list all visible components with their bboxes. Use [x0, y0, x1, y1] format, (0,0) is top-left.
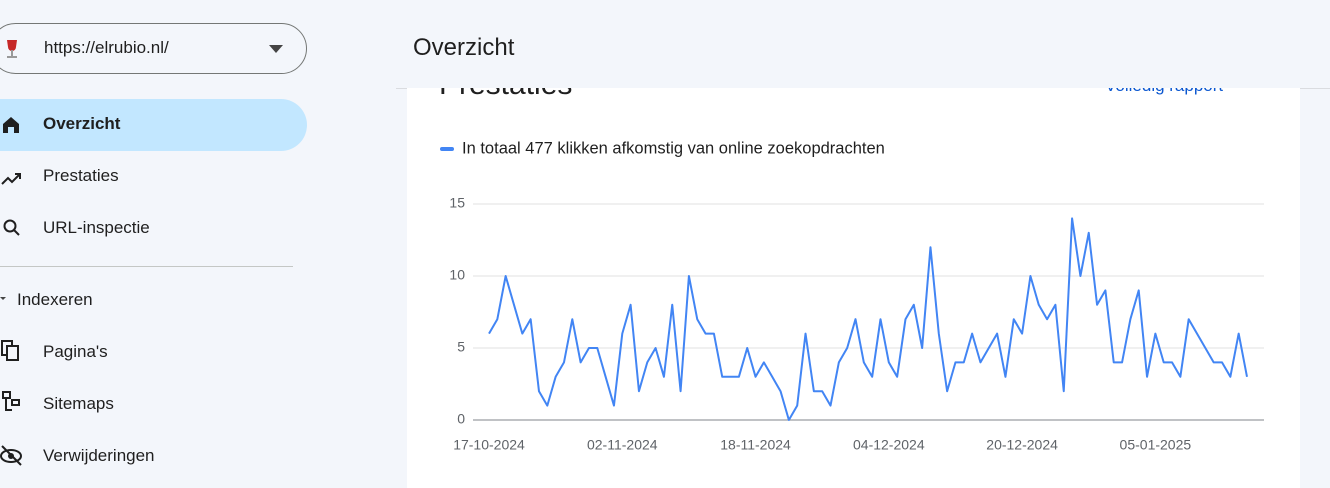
favicon [7, 40, 17, 58]
page-title: Overzicht [413, 34, 515, 61]
legend-swatch [440, 147, 454, 151]
nav-section[interactable]: Indexeren [17, 290, 93, 309]
y-tick-label: 15 [449, 195, 465, 211]
nav-item[interactable]: Prestaties [43, 166, 119, 185]
page: https://elrubio.nl/ Overzicht Prestaties… [0, 23, 1330, 488]
property-url: https://elrubio.nl/ [44, 38, 169, 57]
y-tick-label: 5 [457, 339, 465, 355]
nav-item[interactable]: Pagina's [43, 342, 108, 361]
nav-selected[interactable] [0, 99, 307, 151]
x-tick-label: 17-10-2024 [453, 437, 525, 453]
card: Prestaties Volledig rapport [407, 88, 1300, 488]
x-tick-label: 05-01-2025 [1120, 437, 1192, 453]
legend-label[interactable]: In totaal 477 klikken afkomstig van onli… [462, 139, 885, 157]
x-tick-label: 04-12-2024 [853, 437, 925, 453]
property-selector[interactable] [0, 23, 307, 74]
card-title: Prestaties [439, 88, 572, 102]
hidden-icon [0, 445, 22, 466]
nav-item[interactable]: Overzicht [43, 114, 121, 133]
x-tick-label: 20-12-2024 [986, 437, 1058, 453]
nav-item[interactable]: Sitemaps [43, 394, 114, 413]
nav-item[interactable]: URL-inspectie [43, 218, 150, 237]
line [488, 217, 1248, 421]
x-tick-label: 18-11-2024 [720, 437, 791, 453]
dropdown-arrow[interactable] [268, 44, 284, 54]
nav-icons [0, 117, 21, 411]
y-tick-label: 10 [449, 267, 465, 283]
x-tick-label: 02-11-2024 [587, 437, 658, 453]
chart: In totaal 477 klikken afkomstig van onli… [440, 139, 1264, 453]
divider [0, 266, 293, 267]
report-link[interactable]: Volledig rapport [1105, 88, 1223, 96]
nav-item[interactable]: Verwijderingen [43, 446, 155, 465]
y-tick-label: 0 [457, 411, 465, 427]
